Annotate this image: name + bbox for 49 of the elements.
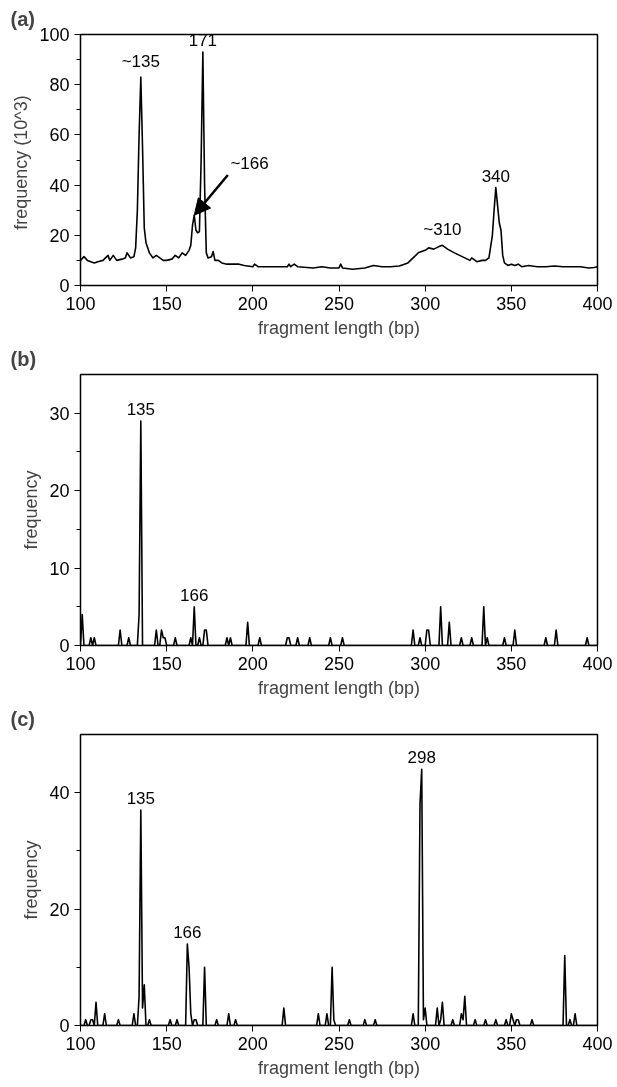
- x-tick-label: 200: [237, 293, 268, 314]
- x-axis-title: fragment length (bp): [257, 1057, 421, 1078]
- y-tick-label: 60: [49, 125, 70, 146]
- chart-title: (c): [10, 707, 35, 730]
- x-axis-title: fragment length (bp): [257, 677, 421, 698]
- x-tick-label: 250: [323, 653, 355, 674]
- x-tick-label: 400: [582, 653, 613, 674]
- y-tick-label: 100: [39, 25, 70, 45]
- annotation: 135: [126, 789, 156, 809]
- y-tick-label: 0: [59, 636, 70, 656]
- x-tick-label: 400: [582, 293, 613, 314]
- y-axis-title: frequency: [21, 840, 42, 920]
- y-tick-label: 20: [49, 225, 70, 246]
- y-tick-label: 0: [59, 1016, 70, 1036]
- y-tick-label: 40: [49, 783, 70, 804]
- y-tick-label: 80: [49, 75, 70, 96]
- chart-title: (b): [10, 347, 37, 370]
- y-tick-label: 20: [49, 899, 70, 920]
- x-tick-label: 150: [151, 1033, 182, 1054]
- annotation: 298: [407, 748, 436, 768]
- annotation: 135: [126, 399, 156, 419]
- y-tick-label: 20: [49, 481, 70, 502]
- x-tick-label: 300: [410, 653, 441, 674]
- y-axis-title: frequency (10^3): [11, 95, 32, 230]
- x-tick-label: 400: [582, 1033, 613, 1054]
- y-tick-label: 30: [49, 403, 70, 424]
- y-axis-title: frequency: [21, 470, 42, 550]
- annotation: 340: [481, 166, 511, 186]
- x-tick-label: 350: [496, 653, 527, 674]
- chart-title: (a): [10, 7, 35, 30]
- x-tick-label: 200: [237, 1033, 268, 1054]
- x-tick-label: 200: [237, 653, 268, 674]
- x-tick-label: 300: [410, 293, 441, 314]
- x-tick-label: 250: [323, 1033, 355, 1054]
- x-axis-title: fragment length (bp): [257, 317, 421, 338]
- y-tick-label: 0: [59, 276, 70, 296]
- x-tick-label: 250: [323, 293, 355, 314]
- x-tick-label: 150: [151, 293, 182, 314]
- annotation: ~135: [121, 52, 160, 72]
- annotation: 166: [173, 923, 202, 943]
- x-tick-label: 150: [151, 653, 182, 674]
- annotation: ~166: [230, 153, 269, 173]
- x-tick-label: 350: [496, 1033, 527, 1054]
- annotation: ~310: [423, 220, 462, 240]
- y-tick-label: 10: [49, 558, 70, 579]
- y-tick-label: 40: [49, 175, 70, 196]
- x-tick-label: 300: [410, 1033, 441, 1054]
- annotation: 166: [180, 585, 209, 605]
- x-tick-label: 350: [496, 293, 527, 314]
